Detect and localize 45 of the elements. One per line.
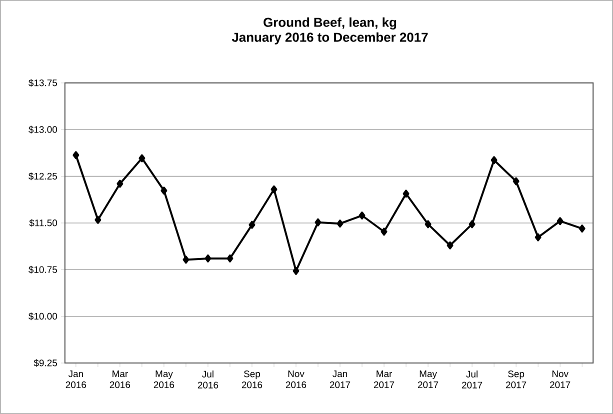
point [578,224,586,233]
point [556,217,564,226]
point [270,185,278,194]
point [94,216,102,224]
point [402,190,410,198]
point [358,212,366,220]
y-tick-label: $13.00 [28,126,58,134]
point [138,154,146,162]
x-tick-label: Mar 2017 [374,370,394,388]
x-tick-label: Sep 2017 [506,370,526,388]
point [292,266,300,275]
point [314,218,322,226]
x-tick-label: Jul 2017 [462,370,482,388]
y-tick-label: $9.25 [34,359,58,367]
x-tick-label: Jan 2016 [66,370,86,388]
point [512,177,520,186]
point [182,256,190,264]
point [424,220,432,228]
point [226,254,234,262]
x-tick-label: May 2017 [418,370,438,388]
point [534,233,542,242]
point [72,151,80,160]
y-tick-label: $11.50 [29,219,58,227]
x-tick-label: Sep 2016 [242,370,262,388]
point [336,220,344,228]
chart-subtitle: January 2016 to December 2017 [232,32,428,44]
point [490,156,498,164]
chart-title: Ground Beef, lean, kg [264,17,396,30]
point [160,186,168,195]
x-tick-label: May 2016 [154,370,174,388]
point [446,241,454,250]
x-tick-label: Mar 2016 [110,370,130,388]
point [380,228,388,236]
y-tick-label: $13.75 [28,79,58,87]
y-tick-label: $12.25 [28,172,58,180]
point [248,220,256,229]
x-tick-label: Jan 2017 [330,370,350,388]
y-tick-label: $10.00 [28,312,58,320]
point [468,220,476,228]
x-tick-label: Jul 2016 [198,370,218,388]
point [116,180,124,188]
y-tick-label: $10.75 [28,266,58,274]
x-tick-label: Nov 2017 [550,370,570,388]
x-tick-label: Nov 2016 [286,370,306,388]
point [204,254,212,262]
